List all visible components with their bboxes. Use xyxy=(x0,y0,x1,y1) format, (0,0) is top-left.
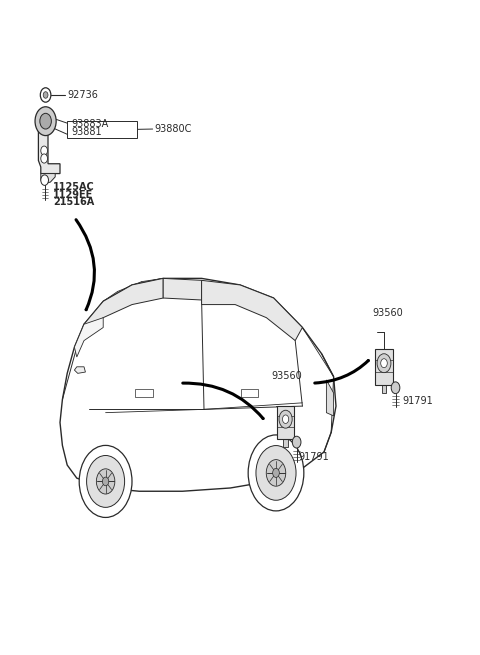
Polygon shape xyxy=(163,278,202,300)
Text: 91791: 91791 xyxy=(299,452,329,462)
Text: 93880C: 93880C xyxy=(155,124,192,134)
Circle shape xyxy=(86,455,125,508)
Polygon shape xyxy=(41,174,55,183)
Circle shape xyxy=(96,469,115,494)
Circle shape xyxy=(381,359,387,367)
FancyArrowPatch shape xyxy=(183,383,263,419)
Text: 21516A: 21516A xyxy=(53,197,94,208)
Circle shape xyxy=(41,175,48,185)
Circle shape xyxy=(40,88,51,102)
Bar xyxy=(283,439,288,447)
Text: 93560: 93560 xyxy=(271,371,302,381)
FancyArrowPatch shape xyxy=(76,219,95,310)
Polygon shape xyxy=(84,278,163,331)
Circle shape xyxy=(292,436,301,448)
Polygon shape xyxy=(326,380,334,416)
Circle shape xyxy=(102,477,109,486)
Circle shape xyxy=(391,382,400,394)
FancyBboxPatch shape xyxy=(277,406,294,439)
Bar xyxy=(382,385,386,393)
Circle shape xyxy=(256,445,296,500)
Text: 93881: 93881 xyxy=(71,127,102,138)
FancyArrowPatch shape xyxy=(315,360,368,383)
Circle shape xyxy=(35,107,56,136)
Bar xyxy=(241,389,258,397)
Bar xyxy=(135,389,153,397)
Circle shape xyxy=(283,415,288,423)
Bar xyxy=(67,121,137,138)
Text: 93883A: 93883A xyxy=(71,119,108,130)
Circle shape xyxy=(377,354,391,373)
FancyBboxPatch shape xyxy=(375,348,393,385)
Polygon shape xyxy=(60,278,336,491)
Text: 93560: 93560 xyxy=(372,308,403,318)
Polygon shape xyxy=(38,111,60,174)
Circle shape xyxy=(248,435,304,511)
Circle shape xyxy=(41,146,48,155)
Circle shape xyxy=(43,92,48,98)
Text: 1129EE: 1129EE xyxy=(53,189,93,200)
Text: 1125AC: 1125AC xyxy=(53,181,95,192)
Polygon shape xyxy=(202,280,302,341)
Polygon shape xyxy=(74,318,103,357)
Circle shape xyxy=(279,410,292,428)
Text: 92736: 92736 xyxy=(67,90,98,100)
Polygon shape xyxy=(74,367,85,373)
Circle shape xyxy=(40,113,51,129)
Circle shape xyxy=(273,468,279,477)
Circle shape xyxy=(41,154,48,163)
Text: 91791: 91791 xyxy=(402,396,433,406)
Circle shape xyxy=(79,445,132,517)
Circle shape xyxy=(266,460,286,486)
